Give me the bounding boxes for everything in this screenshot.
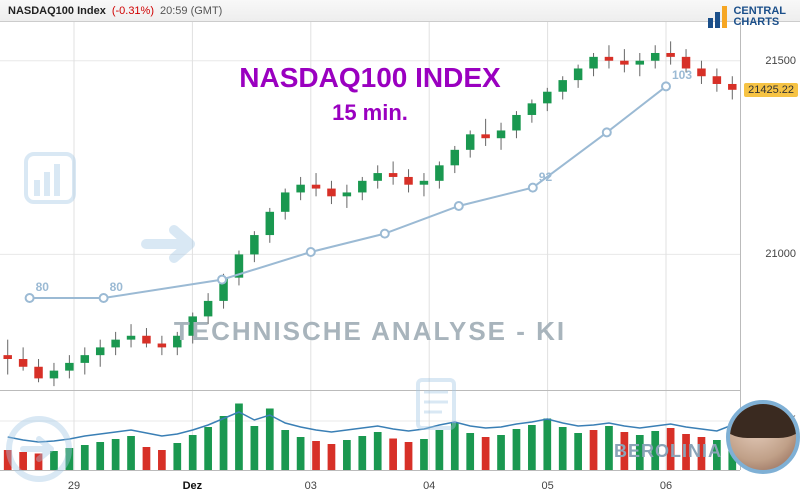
xaxis-tick: 04: [423, 480, 435, 492]
xaxis-tick: 05: [541, 480, 553, 492]
secondary-point-label: 80: [36, 280, 49, 294]
technical-analysis-overlay: TECHNISCHE ANALYSE - KI: [0, 316, 740, 347]
instrument-time: 20:59 (GMT): [160, 5, 222, 17]
chart-header: NASDAQ100 Index (-0.31%) 20:59 (GMT): [0, 0, 800, 22]
chart-subtitle-overlay: 15 min.: [0, 100, 740, 126]
time-xaxis: 29 Dez 03 04 05 06: [0, 470, 740, 500]
central-charts-logo: CENTRAL CHARTS: [708, 6, 786, 28]
xaxis-tick: 03: [305, 480, 317, 492]
chart-icon-watermark: [22, 150, 78, 206]
assistant-avatar[interactable]: [726, 400, 800, 474]
chart-title-overlay: NASDAQ100 INDEX: [0, 62, 740, 94]
secondary-point-label: 80: [110, 280, 123, 294]
price-ytick: 21000: [765, 248, 796, 260]
instrument-name: NASDAQ100 Index: [8, 5, 106, 17]
price-yaxis: 21000 21500 21425.22: [740, 22, 800, 390]
circle-arrow-icon-watermark: [6, 416, 72, 482]
xaxis-tick: 29: [68, 480, 80, 492]
logo-text: CENTRAL CHARTS: [733, 6, 786, 28]
price-ytick: 21500: [765, 55, 796, 67]
current-price-tag: 21425.22: [744, 83, 798, 97]
document-icon-watermark: [412, 376, 460, 432]
instrument-change: (-0.31%): [112, 5, 154, 17]
xaxis-tick: 06: [660, 480, 672, 492]
logo-bars-icon: [708, 6, 727, 28]
logo-line2: CHARTS: [733, 17, 786, 28]
berolinia-watermark: BEROLINIA: [614, 441, 722, 462]
xaxis-tick: Dez: [183, 480, 203, 492]
arrow-icon-watermark: [140, 218, 204, 270]
secondary-point-label: 92: [539, 170, 552, 184]
